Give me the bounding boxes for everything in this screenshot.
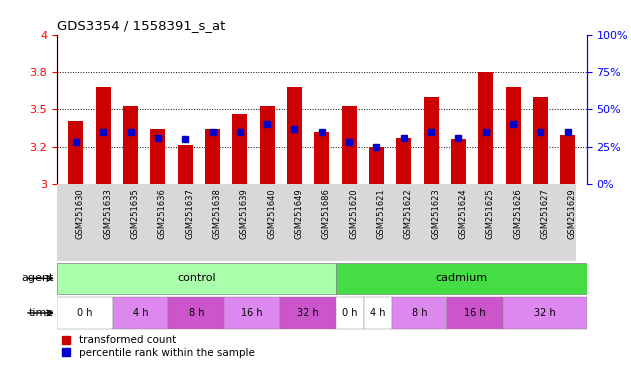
- Bar: [396, 138, 411, 184]
- Bar: [287, 87, 302, 184]
- Bar: [503, 297, 587, 328]
- Bar: [68, 121, 83, 184]
- Text: GSM251638: GSM251638: [213, 188, 221, 239]
- Text: control: control: [177, 273, 216, 283]
- Bar: [123, 106, 138, 184]
- Bar: [505, 87, 521, 184]
- Text: cadmium: cadmium: [435, 273, 487, 283]
- Bar: [336, 263, 587, 294]
- Bar: [369, 147, 384, 184]
- Bar: [232, 114, 247, 184]
- Bar: [57, 263, 336, 294]
- Bar: [392, 297, 447, 328]
- Text: GSM251636: GSM251636: [158, 188, 167, 239]
- Text: GDS3354 / 1558391_s_at: GDS3354 / 1558391_s_at: [57, 19, 225, 32]
- Text: GSM251625: GSM251625: [486, 188, 495, 239]
- Text: GSM251622: GSM251622: [404, 188, 413, 239]
- Bar: [112, 297, 168, 328]
- Bar: [205, 129, 220, 184]
- Bar: [168, 297, 224, 328]
- Text: GSM251624: GSM251624: [458, 188, 468, 239]
- Text: GSM251633: GSM251633: [103, 188, 112, 239]
- Text: GSM251627: GSM251627: [540, 188, 550, 239]
- Text: 32 h: 32 h: [534, 308, 556, 318]
- Text: 8 h: 8 h: [189, 308, 204, 318]
- Bar: [560, 135, 575, 184]
- Bar: [57, 297, 112, 328]
- Text: GSM251630: GSM251630: [76, 188, 85, 239]
- Bar: [447, 297, 503, 328]
- Text: 0 h: 0 h: [342, 308, 357, 318]
- Bar: [224, 297, 280, 328]
- Text: 4 h: 4 h: [133, 308, 148, 318]
- Text: agent: agent: [21, 273, 54, 283]
- Text: 16 h: 16 h: [464, 308, 486, 318]
- Text: GSM251623: GSM251623: [431, 188, 440, 239]
- Text: 8 h: 8 h: [411, 308, 427, 318]
- Text: 32 h: 32 h: [297, 308, 319, 318]
- Text: 16 h: 16 h: [241, 308, 263, 318]
- Text: GSM251639: GSM251639: [240, 188, 249, 239]
- Bar: [478, 72, 493, 184]
- Text: GSM251629: GSM251629: [568, 188, 577, 239]
- Bar: [363, 297, 392, 328]
- Text: GSM251637: GSM251637: [186, 188, 194, 239]
- Legend: transformed count, percentile rank within the sample: transformed count, percentile rank withi…: [62, 336, 254, 358]
- Bar: [314, 132, 329, 184]
- Text: time: time: [28, 308, 54, 318]
- Bar: [96, 87, 111, 184]
- Bar: [336, 297, 363, 328]
- Text: GSM251620: GSM251620: [349, 188, 358, 239]
- Text: GSM251686: GSM251686: [322, 188, 331, 239]
- Bar: [280, 297, 336, 328]
- Bar: [451, 139, 466, 184]
- Bar: [423, 98, 439, 184]
- Bar: [533, 98, 548, 184]
- Bar: [341, 106, 357, 184]
- Text: 0 h: 0 h: [77, 308, 92, 318]
- Text: GSM251621: GSM251621: [377, 188, 386, 239]
- Text: GSM251640: GSM251640: [267, 188, 276, 239]
- Text: GSM251626: GSM251626: [513, 188, 522, 239]
- Bar: [178, 146, 192, 184]
- Bar: [259, 106, 274, 184]
- Text: GSM251649: GSM251649: [295, 188, 304, 239]
- Text: 4 h: 4 h: [370, 308, 386, 318]
- Bar: [150, 129, 165, 184]
- Text: GSM251635: GSM251635: [131, 188, 139, 239]
